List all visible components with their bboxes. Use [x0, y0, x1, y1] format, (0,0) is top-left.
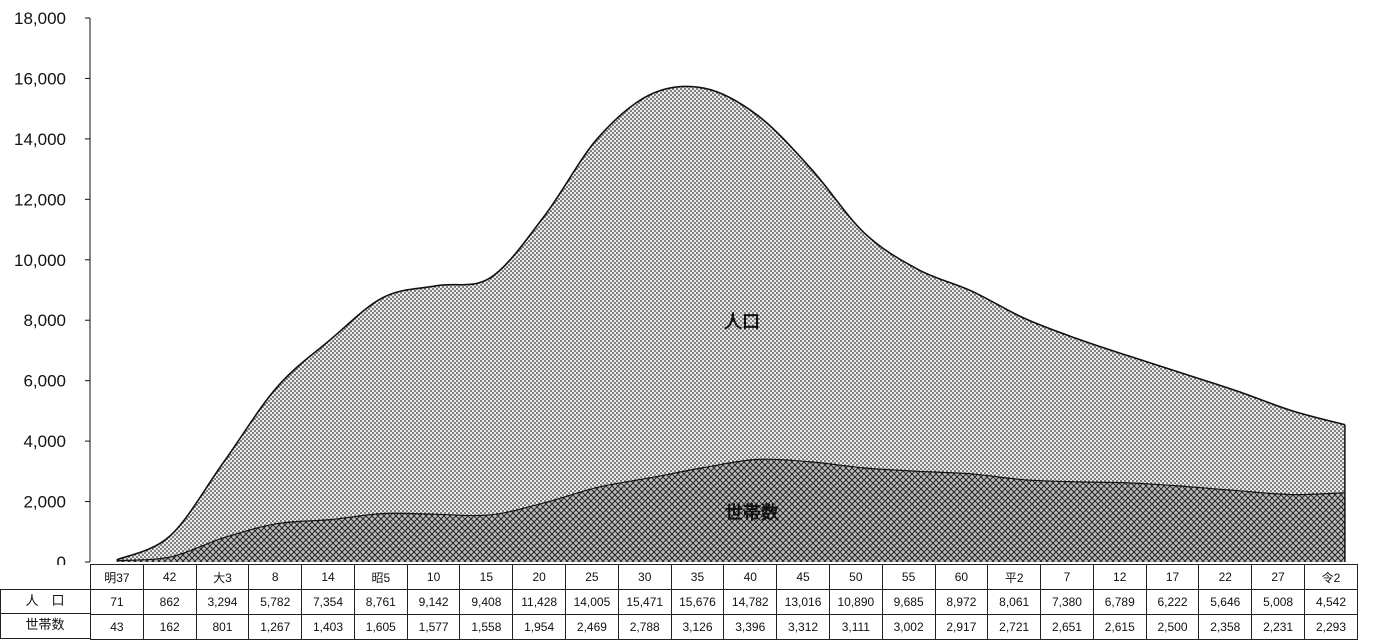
households-value-cell: 2,615	[1092, 614, 1147, 640]
households-area	[116, 459, 1345, 562]
population-value-cell: 862	[142, 589, 197, 615]
population-value-cell: 4,542	[1303, 589, 1359, 615]
population-value-cell: 8,761	[353, 589, 408, 615]
population-value-cell: 9,142	[406, 589, 461, 615]
population-value-cell: 5,782	[248, 589, 303, 615]
households-value-cell: 2,721	[987, 614, 1042, 640]
category-label: 7	[1040, 564, 1094, 590]
population-value-cell: 14,005	[565, 589, 619, 615]
population-value-cell: 9,408	[459, 589, 514, 615]
population-row-label: 人 口	[25, 594, 65, 609]
population-value-cell: 10,890	[828, 589, 883, 615]
population-value-cell: 7,380	[1040, 589, 1094, 615]
y-tick-label: 18,000	[14, 9, 66, 28]
category-label: 8	[248, 564, 303, 590]
households-value-cell: 2,500	[1145, 614, 1200, 640]
population-value-cell: 6,789	[1092, 589, 1147, 615]
population-line	[116, 85, 1346, 561]
y-tick-label: 8,000	[23, 311, 66, 330]
category-label: 14	[301, 564, 355, 590]
households-value-cell: 1,605	[353, 614, 408, 640]
population-value-cell: 5,646	[1198, 589, 1253, 615]
population-row: 71 862 3,294 5,782 7,354 8,761 9,142 9,408 11,42…	[90, 589, 1359, 615]
y-tick-label: 10,000	[14, 251, 66, 270]
y-tick-label: 2,000	[23, 493, 66, 512]
population-value-cell: 15,471	[617, 589, 672, 615]
households-value-cell: 2,231	[1251, 614, 1305, 640]
category-label: 明37	[90, 564, 144, 590]
population-value-cell: 6,222	[1145, 589, 1200, 615]
population-value-cell: 9,685	[881, 589, 936, 615]
households-value-cell: 162	[142, 614, 197, 640]
households-value-cell: 43	[90, 614, 144, 640]
category-label: 平2	[987, 564, 1042, 590]
y-tick-label: 12,000	[14, 190, 66, 209]
population-value-cell: 8,972	[934, 589, 989, 615]
households-value-cell: 3,111	[828, 614, 883, 640]
households-row-label: 世帯数	[25, 618, 65, 633]
population-value-cell: 15,676	[670, 589, 725, 615]
households-row: 43 162 801 1,267 1,403 1,605 1,577 1,558 1,954 2,…	[90, 614, 1359, 640]
category-label: 40	[723, 564, 778, 590]
households-value-cell: 801	[195, 614, 250, 640]
category-label: 令2	[1303, 564, 1359, 590]
households-value-cell: 2,358	[1198, 614, 1253, 640]
population-value-cell: 3,294	[195, 589, 250, 615]
category-label: 27	[1251, 564, 1305, 590]
category-label: 20	[512, 564, 567, 590]
households-value-cell: 1,267	[248, 614, 303, 640]
row-label-divider	[0, 613, 90, 614]
category-label: 12	[1092, 564, 1147, 590]
category-label: 30	[617, 564, 672, 590]
category-label: 15	[459, 564, 514, 590]
category-label: 35	[670, 564, 725, 590]
population-value-cell: 14,782	[723, 589, 778, 615]
households-value-cell: 3,312	[776, 614, 830, 640]
category-label: 17	[1145, 564, 1200, 590]
population-value-cell: 11,428	[512, 589, 567, 615]
population-value-cell: 7,354	[301, 589, 355, 615]
households-value-cell: 1,558	[459, 614, 514, 640]
households-value-cell: 1,577	[406, 614, 461, 640]
households-value-cell: 2,917	[934, 614, 989, 640]
population-value-cell: 13,016	[776, 589, 830, 615]
population-value-cell: 71	[90, 589, 144, 615]
households-value-cell: 3,396	[723, 614, 778, 640]
y-tick-label: 6,000	[23, 372, 66, 391]
households-value-cell: 2,293	[1303, 614, 1359, 640]
households-value-cell: 1,403	[301, 614, 355, 640]
households-value-cell: 3,002	[881, 614, 936, 640]
category-label: 25	[565, 564, 619, 590]
households-value-cell: 2,788	[617, 614, 672, 640]
y-tick-label: 16,000	[14, 69, 66, 88]
population-area-label: 人口	[724, 312, 760, 333]
category-label: 22	[1198, 564, 1253, 590]
row-label-frame	[0, 589, 90, 639]
households-value-cell: 2,469	[565, 614, 619, 640]
category-label: 55	[881, 564, 936, 590]
population-value-cell: 8,061	[987, 589, 1042, 615]
category-label: 50	[828, 564, 883, 590]
category-label: 60	[934, 564, 989, 590]
population-area	[116, 86, 1345, 563]
category-row: 明37 42 大3 8 14 昭5 10 15 20 25 30 35 40 45 50 55 60 平2 7 12 1…	[90, 564, 1359, 590]
households-area-label: 世帯数	[725, 502, 780, 524]
households-value-cell: 3,126	[670, 614, 725, 640]
area-chart: 0 2,000 4,000 6,000 8,000 10,000 12,000 14,000 1…	[14, 9, 1346, 565]
category-label: 10	[406, 564, 461, 590]
category-label: 42	[142, 564, 197, 590]
category-label: 大3	[195, 564, 250, 590]
category-label: 昭5	[353, 564, 408, 590]
households-value-cell: 2,651	[1040, 614, 1094, 640]
households-value-cell: 1,954	[512, 614, 567, 640]
population-value-cell: 5,008	[1251, 589, 1305, 615]
data-table: 明37 42 大3 8 14 昭5 10 15 20 25 30 35 40 45 50 55 60 平2 7 12 1…	[90, 564, 1359, 640]
y-axis: 0 2,000 4,000 6,000 8,000 10,000 12,000 14,000 1…	[14, 9, 91, 565]
y-tick-label: 0	[57, 553, 66, 565]
y-tick-label: 14,000	[14, 130, 66, 149]
category-label: 45	[776, 564, 830, 590]
y-tick-label: 4,000	[23, 432, 66, 451]
households-line	[116, 458, 1345, 562]
